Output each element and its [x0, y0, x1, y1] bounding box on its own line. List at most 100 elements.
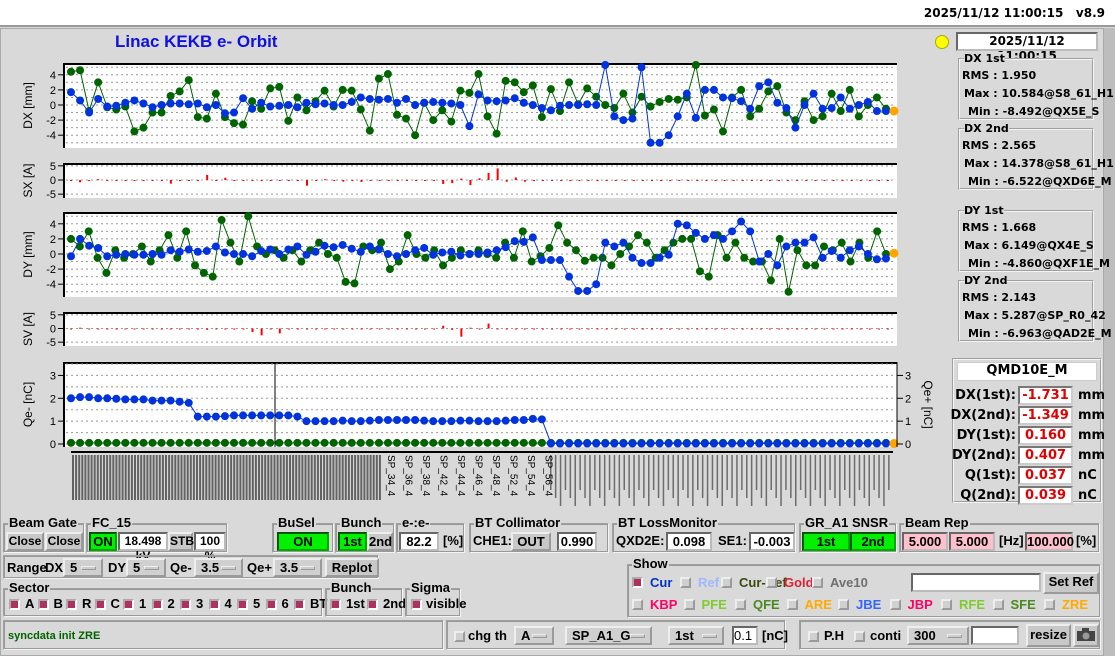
data-point-2nd[interactable]: [510, 438, 519, 447]
data-point-1st[interactable]: [845, 246, 854, 255]
data-point-1st[interactable]: [338, 240, 347, 249]
data-point-2nd[interactable]: [519, 438, 528, 447]
data-point-1st[interactable]: [112, 101, 121, 110]
data-point-2nd[interactable]: [518, 227, 527, 236]
data-point-2nd[interactable]: [420, 438, 429, 447]
data-point-1st[interactable]: [528, 414, 537, 423]
data-point-2nd[interactable]: [320, 438, 329, 447]
data-point-1st[interactable]: [166, 99, 175, 108]
data-point-2nd[interactable]: [501, 438, 510, 447]
data-point-1st[interactable]: [791, 123, 800, 132]
data-point-1st[interactable]: [682, 439, 691, 448]
data-point-1st[interactable]: [583, 439, 592, 448]
data-point-1st[interactable]: [148, 103, 157, 112]
data-point-1st[interactable]: [809, 89, 818, 98]
data-point-1st[interactable]: [863, 250, 872, 258]
data-point-2nd[interactable]: [527, 257, 536, 266]
data-point-1st[interactable]: [483, 417, 492, 426]
data-point-2nd[interactable]: [546, 85, 555, 94]
data-point-1st[interactable]: [76, 234, 85, 243]
data-point-1st[interactable]: [782, 242, 791, 251]
data-point-1st[interactable]: [782, 104, 791, 113]
data-point-2nd[interactable]: [501, 76, 510, 85]
data-point-1st[interactable]: [709, 231, 718, 240]
data-point-1st[interactable]: [836, 93, 845, 102]
data-point-2nd[interactable]: [616, 250, 625, 258]
data-point-2nd[interactable]: [642, 238, 651, 247]
data-point-1st[interactable]: [818, 253, 827, 262]
data-point-2nd[interactable]: [365, 126, 374, 135]
data-point-2nd[interactable]: [773, 82, 782, 91]
data-point-2nd[interactable]: [474, 70, 483, 79]
data-point-1st[interactable]: [791, 439, 800, 448]
data-point-1st[interactable]: [130, 395, 139, 404]
data-point-2nd[interactable]: [293, 93, 302, 102]
data-point-1st[interactable]: [836, 439, 845, 448]
data-point-1st[interactable]: [338, 416, 347, 425]
data-point-1st[interactable]: [746, 227, 755, 236]
data-point-2nd[interactable]: [537, 113, 546, 122]
data-point-1st[interactable]: [574, 439, 583, 448]
data-point-1st[interactable]: [365, 94, 374, 103]
data-point-2nd[interactable]: [341, 277, 350, 286]
data-point-2nd[interactable]: [695, 267, 704, 276]
data-point-2nd[interactable]: [75, 242, 84, 251]
data-point-2nd[interactable]: [139, 438, 148, 447]
data-point-2nd[interactable]: [873, 227, 882, 236]
data-point-1st[interactable]: [329, 243, 338, 252]
data-point-2nd[interactable]: [266, 438, 275, 447]
data-point-1st[interactable]: [574, 101, 583, 109]
data-point-1st[interactable]: [845, 104, 854, 113]
data-point-1st[interactable]: [230, 250, 238, 258]
data-point-1st[interactable]: [411, 416, 420, 424]
data-point-2nd[interactable]: [139, 123, 148, 132]
data-point-1st[interactable]: [103, 394, 112, 403]
data-point-2nd[interactable]: [383, 70, 392, 79]
data-point-2nd[interactable]: [731, 238, 740, 247]
data-point-2nd[interactable]: [474, 438, 483, 447]
data-point-1st[interactable]: [619, 439, 628, 448]
data-point-1st[interactable]: [574, 286, 583, 295]
data-point-2nd[interactable]: [402, 438, 411, 447]
data-point-1st[interactable]: [882, 107, 890, 116]
data-point-1st[interactable]: [592, 280, 601, 289]
data-point-1st[interactable]: [646, 259, 655, 268]
data-point-2nd[interactable]: [166, 438, 175, 447]
bunch-1st-checkbox[interactable]: [330, 599, 341, 610]
bunch-1st-button[interactable]: 1st: [338, 532, 367, 551]
data-point-2nd[interactable]: [248, 438, 257, 447]
data-point-2nd[interactable]: [571, 246, 580, 255]
sector-A-checkbox[interactable]: [9, 599, 20, 610]
bunch-2nd-button[interactable]: 2nd: [367, 532, 393, 551]
data-point-1st[interactable]: [356, 417, 365, 426]
data-point-1st[interactable]: [854, 439, 863, 448]
data-point-1st[interactable]: [728, 439, 737, 448]
data-point-1st[interactable]: [664, 439, 673, 448]
show-ref-checkbox[interactable]: [680, 577, 691, 588]
data-point-1st[interactable]: [592, 101, 601, 109]
data-point-2nd[interactable]: [393, 438, 401, 447]
data-point-1st[interactable]: [682, 89, 691, 98]
data-point-1st[interactable]: [628, 439, 637, 448]
data-point-1st[interactable]: [402, 250, 411, 258]
data-point-2nd[interactable]: [94, 438, 103, 447]
show-jbe-checkbox[interactable]: [838, 599, 849, 610]
data-point-1st[interactable]: [764, 250, 773, 258]
data-point-1st[interactable]: [139, 395, 148, 404]
data-point-1st[interactable]: [755, 82, 764, 91]
data-point-1st[interactable]: [402, 416, 411, 424]
data-point-1st[interactable]: [872, 255, 881, 264]
data-point-1st[interactable]: [682, 221, 691, 230]
data-point-1st[interactable]: [827, 439, 836, 448]
range-qe-plus-select[interactable]: 3.5: [273, 558, 322, 577]
data-point-2nd[interactable]: [818, 112, 827, 121]
data-point-2nd[interactable]: [709, 105, 718, 114]
show-sfe-checkbox[interactable]: [992, 599, 1004, 610]
range-dx-select[interactable]: 5: [63, 558, 103, 577]
data-point-1st[interactable]: [248, 104, 257, 113]
data-point-1st[interactable]: [284, 245, 293, 254]
data-point-1st[interactable]: [501, 96, 510, 105]
data-point-1st[interactable]: [239, 411, 248, 420]
data-point-1st[interactable]: [266, 411, 275, 420]
data-point-1st[interactable]: [67, 394, 75, 403]
